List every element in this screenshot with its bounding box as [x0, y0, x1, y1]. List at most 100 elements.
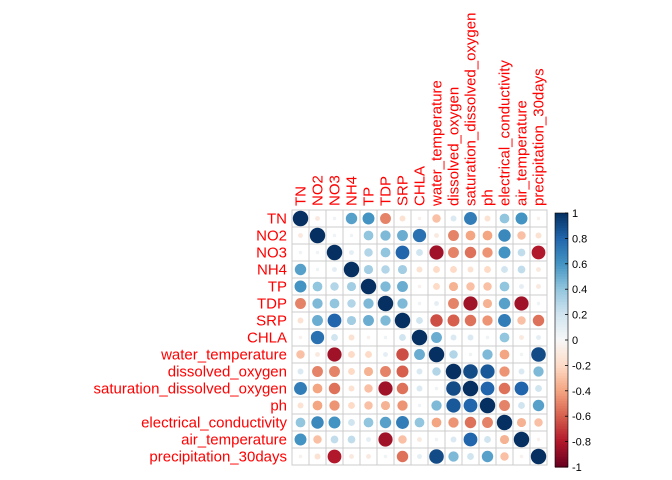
- correlation-circle-precipitation_30days-TDP: [383, 454, 388, 459]
- correlation-circle-SRP-CHLA: [416, 317, 423, 324]
- colorbar-segment: [555, 441, 568, 445]
- colorbar-segment: [555, 342, 568, 346]
- correlation-circle-TP-saturation_dissolved_oxygen: [466, 282, 475, 291]
- correlation-circle-NO2-dissolved_oxygen: [448, 230, 459, 241]
- correlation-circle-ph-electrical_conductivity: [499, 400, 510, 411]
- colorbar-segment: [555, 418, 568, 422]
- correlation-circle-NH4-dissolved_oxygen: [450, 266, 457, 273]
- column-labels: TN NO2 NO3 NH4 TP TDP SRP CHLA water_temperature…: [293, 13, 548, 207]
- colorbar-segment: [555, 238, 568, 242]
- colorbar-tick-label: -0.2: [572, 360, 591, 372]
- column-label-TP: TP: [361, 187, 378, 206]
- correlation-circle-CHLA-TN: [298, 335, 303, 340]
- correlation-circle-water_temperature-saturation_dissolved_oxygen: [468, 352, 473, 357]
- correlation-circle-TDP-precipitation_30days: [536, 301, 541, 306]
- correlation-circle-NH4-SRP: [397, 264, 408, 275]
- correlation-circle-NO3-water_temperature: [429, 245, 444, 260]
- correlation-circle-water_temperature-precipitation_30days: [531, 347, 546, 362]
- correlation-circle-CHLA-TDP: [383, 335, 388, 340]
- colorbar-segment: [555, 403, 568, 407]
- correlation-circle-TDP-TP: [363, 298, 374, 309]
- correlation-circle-ph-SRP: [397, 400, 408, 411]
- column-label-saturation_dissolved_oxygen: saturation_dissolved_oxygen: [463, 13, 480, 206]
- correlation-circle-air_temperature-SRP: [398, 435, 407, 444]
- correlation-circle-ph-NO3: [329, 400, 340, 411]
- correlation-circle-NO3-NO2: [315, 250, 320, 255]
- correlation-circle-NH4-water_temperature: [433, 266, 440, 273]
- colorbar-segment: [555, 378, 568, 382]
- correlation-circle-electrical_conductivity-NH4: [348, 419, 355, 426]
- correlation-circle-TN-TP: [362, 212, 375, 225]
- correlation-circle-SRP-dissolved_oxygen: [447, 314, 460, 327]
- colorbar-segment: [555, 345, 568, 349]
- correlation-circle-precipitation_30days-saturation_dissolved_oxygen: [467, 453, 474, 460]
- correlation-circle-TDP-TDP: [377, 295, 394, 312]
- correlation-circle-NO2-TP: [363, 230, 374, 241]
- row-label-CHLA: CHLA: [247, 330, 287, 347]
- correlation-circle-dissolved_oxygen-NO2: [312, 366, 323, 377]
- correlation-circle-CHLA-SRP: [399, 334, 406, 341]
- correlation-circle-CHLA-ph: [485, 335, 490, 340]
- correlation-circle-electrical_conductivity-electrical_conductivity: [496, 414, 513, 431]
- colorbar-segment: [555, 296, 568, 300]
- correlation-circle-SRP-NH4: [346, 315, 357, 326]
- correlation-circle-dissolved_oxygen-TP: [363, 366, 374, 377]
- colorbar-segment: [555, 459, 568, 463]
- correlation-circle-NH4-TDP: [381, 265, 390, 274]
- correlation-circle-ph-TN: [297, 402, 304, 409]
- column-label-NH4: NH4: [344, 176, 361, 206]
- colorbar-segment: [555, 375, 568, 379]
- row-label-electrical_conductivity: electrical_conductivity: [141, 415, 287, 432]
- correlation-circle-NH4-air_temperature: [517, 265, 526, 274]
- colorbar-segment: [555, 299, 568, 303]
- correlation-circle-dissolved_oxygen-NO3: [329, 366, 340, 377]
- correlation-circle-SRP-SRP: [394, 312, 411, 329]
- colorbar-tick-label: -1: [572, 462, 582, 474]
- colorbar-segment: [555, 449, 568, 453]
- correlation-circle-TP-CHLA: [417, 284, 422, 289]
- column-label-CHLA: CHLA: [412, 166, 429, 206]
- correlation-circle-electrical_conductivity-ph: [482, 417, 493, 428]
- colorbar-segment: [555, 215, 568, 219]
- colorbar-segment: [555, 411, 568, 415]
- colorbar-segment: [555, 456, 568, 460]
- correlation-circle-dissolved_oxygen-NH4: [348, 368, 355, 375]
- colorbar-tick-label: 0: [572, 335, 578, 347]
- correlation-circle-TN-ph: [484, 215, 491, 222]
- column-label-dissolved_oxygen: dissolved_oxygen: [446, 87, 463, 206]
- correlation-circle-NO2-ph: [482, 230, 493, 241]
- colorbar-segment: [555, 439, 568, 443]
- correlation-circle-water_temperature-CHLA: [414, 349, 425, 360]
- row-label-saturation_dissolved_oxygen: saturation_dissolved_oxygen: [94, 381, 287, 398]
- colorbar-segment: [555, 233, 568, 237]
- correlation-circle-CHLA-precipitation_30days: [536, 335, 541, 340]
- correlation-circle-electrical_conductivity-saturation_dissolved_oxygen: [464, 416, 477, 429]
- correlation-circle-TP-water_temperature: [433, 283, 440, 290]
- colorbar-segment: [555, 314, 568, 318]
- correlation-circle-SRP-TN: [297, 317, 304, 324]
- correlation-circle-dissolved_oxygen-SRP: [396, 365, 409, 378]
- correlation-circle-precipitation_30days-NH4: [349, 454, 354, 459]
- correlation-circle-TP-SRP: [397, 281, 408, 292]
- correlation-circle-NO3-SRP: [395, 245, 410, 260]
- correlation-circle-NO2-NO3: [332, 233, 337, 238]
- colorbar-segment: [555, 284, 568, 288]
- colorbar-segment: [555, 373, 568, 377]
- correlation-circle-NH4-ph: [484, 266, 491, 273]
- correlation-circle-NO2-water_temperature: [434, 233, 439, 238]
- colorbar-segment: [555, 243, 568, 247]
- correlation-circle-ph-NO2: [312, 400, 323, 411]
- correlation-circle-saturation_dissolved_oxygen-SRP: [396, 382, 409, 395]
- colorbar-segment: [555, 256, 568, 260]
- correlation-circle-air_temperature-TDP: [378, 432, 393, 447]
- row-label-NH4: NH4: [257, 262, 287, 279]
- correlation-circle-NO3-ph: [482, 247, 493, 258]
- colorbar-segment: [555, 322, 568, 326]
- colorbar-segment: [555, 235, 568, 239]
- correlation-circle-NO2-saturation_dissolved_oxygen: [465, 230, 476, 241]
- correlation-circle-NO2-electrical_conductivity: [498, 229, 511, 242]
- correlation-circle-NO2-TDP: [380, 230, 391, 241]
- correlation-circle-TDP-air_temperature: [514, 296, 529, 311]
- correlation-circle-SRP-ph: [482, 315, 493, 326]
